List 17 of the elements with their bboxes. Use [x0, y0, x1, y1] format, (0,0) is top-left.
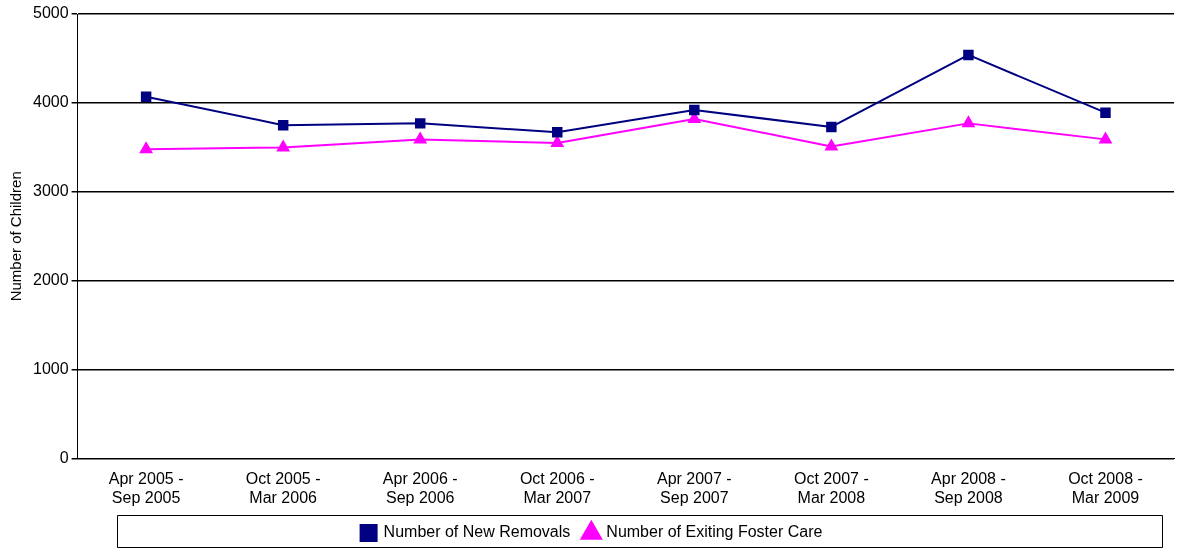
legend-label: Number of Exiting Foster Care [606, 523, 823, 541]
x-tick-label: Oct 2006 - Mar 2007 [519, 469, 595, 506]
y-tick-label: 0 [59, 449, 69, 467]
legend-label: Number of New Removals [383, 523, 571, 541]
y-tick-label: 5000 [33, 4, 69, 22]
y-tick-label: 1000 [33, 360, 69, 378]
x-tick-label: Apr 2005 - Sep 2005 [108, 469, 184, 506]
x-tick-label: Oct 2007 - Mar 2008 [794, 469, 869, 506]
y-tick-label: 4000 [33, 93, 69, 111]
y-tick-label: 2000 [33, 271, 69, 289]
y-axis-title: Number of Children [7, 171, 25, 302]
x-tick-label: Oct 2008 - Mar 2009 [1068, 469, 1143, 506]
x-tick-label: Apr 2008 - Sep 2008 [931, 469, 1006, 506]
x-tick-label: Apr 2006 - Sep 2006 [382, 469, 458, 506]
x-tick-label: Oct 2005 - Mar 2006 [245, 469, 321, 506]
y-tick-label: 3000 [33, 182, 69, 200]
x-tick-label: Apr 2007 - Sep 2007 [656, 469, 732, 506]
